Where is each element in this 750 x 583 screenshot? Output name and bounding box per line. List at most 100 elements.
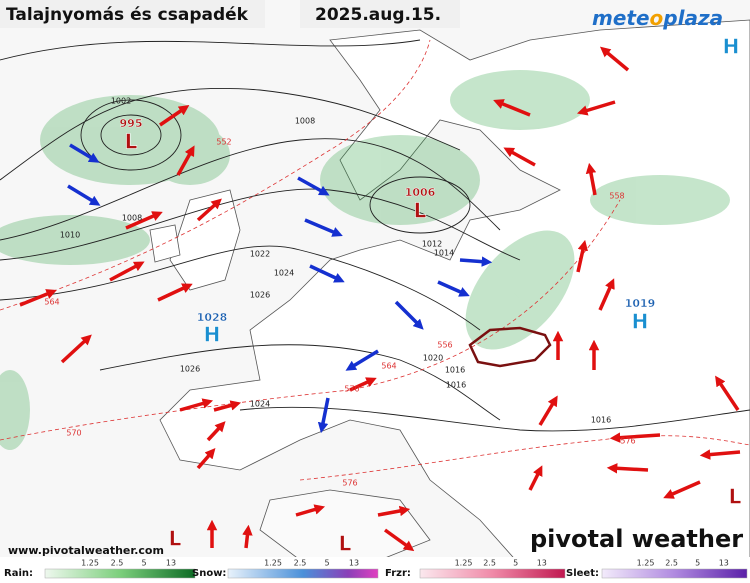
warm-arrow bbox=[349, 377, 377, 392]
legend-name: Sleet: bbox=[566, 568, 599, 579]
center-letter: H bbox=[204, 323, 221, 347]
legend-tick: 13 bbox=[349, 559, 359, 568]
isobar-label: 1008 bbox=[122, 214, 142, 223]
warm-arrow bbox=[383, 528, 415, 552]
warm-arrow bbox=[528, 465, 543, 491]
center-pressure: 1019 bbox=[625, 297, 656, 310]
isobar-label: 1012 bbox=[422, 240, 442, 249]
thickness-label: 552 bbox=[216, 138, 231, 147]
center-letter: L bbox=[125, 130, 138, 154]
warm-arrow bbox=[19, 289, 57, 307]
legend-tick: 2.5 bbox=[483, 559, 496, 568]
center-letter: L bbox=[414, 199, 427, 223]
warm-arrow bbox=[125, 211, 163, 230]
center-letter: H bbox=[632, 310, 649, 334]
warm-arrow bbox=[609, 432, 661, 443]
legend-name: Rain: bbox=[4, 568, 33, 579]
isobar-label: 1016 bbox=[445, 366, 465, 375]
legend-tick: 5 bbox=[695, 559, 700, 568]
center-letter: L bbox=[729, 485, 742, 509]
legend-name: Snow: bbox=[192, 568, 226, 579]
isobar-label: 1024 bbox=[274, 269, 294, 278]
warm-arrow bbox=[699, 449, 741, 460]
warm-arrow bbox=[206, 421, 226, 442]
isobar-label: 1022 bbox=[250, 250, 270, 259]
wind-arrows bbox=[19, 46, 741, 552]
center-letter: H bbox=[723, 35, 740, 59]
legend-tick: 13 bbox=[166, 559, 176, 568]
warm-arrow bbox=[576, 239, 588, 273]
logo: meteoplaza bbox=[592, 6, 723, 30]
warm-arrow bbox=[60, 334, 92, 364]
legend-tick: 2.5 bbox=[665, 559, 678, 568]
isobar-label: 1010 bbox=[60, 231, 80, 240]
logo-right: plaza bbox=[662, 6, 723, 30]
isobar-label: 1008 bbox=[295, 117, 315, 126]
warm-arrow bbox=[599, 46, 630, 72]
legend-tick: 1.25 bbox=[81, 559, 99, 568]
warm-arrow bbox=[109, 261, 145, 282]
center-letter: L bbox=[169, 527, 182, 551]
center-pressure: 995 bbox=[120, 117, 143, 130]
legend-tick: 1.25 bbox=[455, 559, 473, 568]
isobar-label: 1026 bbox=[250, 291, 270, 300]
warm-arrow bbox=[377, 505, 411, 517]
cold-arrow bbox=[67, 184, 101, 206]
legend: Rain: 1.25 2.5 5 13 Snow: 1.25 2.5 5 13 Frzr: 1.25 2… bbox=[4, 559, 748, 579]
legend-tick: 1.25 bbox=[264, 559, 282, 568]
cold-arrow bbox=[69, 143, 100, 163]
hungary-border bbox=[468, 326, 552, 368]
center-letter: L bbox=[339, 532, 352, 556]
thickness-label: 564 bbox=[44, 298, 59, 307]
warm-arrow bbox=[295, 504, 326, 517]
warm-arrow bbox=[176, 145, 195, 176]
date: 2025.aug.15. bbox=[315, 5, 441, 25]
legend-bar bbox=[44, 568, 196, 579]
thickness-label: 570 bbox=[66, 429, 81, 438]
isobar-label: 1026 bbox=[180, 365, 200, 374]
warm-arrow bbox=[196, 448, 216, 470]
cold-arrow bbox=[317, 397, 330, 434]
warm-arrow bbox=[213, 400, 242, 412]
logo-left: mete bbox=[592, 6, 650, 30]
center-pressure: 1028 bbox=[197, 311, 228, 324]
cold-arrow bbox=[394, 300, 424, 330]
warm-arrow bbox=[157, 283, 193, 302]
url: www.pivotalweather.com bbox=[8, 544, 164, 557]
warm-arrow bbox=[598, 278, 615, 311]
thickness-label: 576 bbox=[620, 437, 635, 446]
legend-tick: 13 bbox=[537, 559, 547, 568]
warm-arrow bbox=[159, 105, 190, 127]
warm-arrow bbox=[493, 99, 531, 117]
cold-arrow bbox=[304, 218, 343, 237]
legend-bar bbox=[227, 568, 379, 579]
thickness-label: 570 bbox=[344, 385, 359, 394]
legend-tick: 5 bbox=[141, 559, 146, 568]
legend-tick: 5 bbox=[513, 559, 518, 568]
isobar-label: 1016 bbox=[591, 416, 611, 425]
legend-tick: 13 bbox=[719, 559, 729, 568]
warm-arrow bbox=[179, 398, 214, 412]
legend-bar bbox=[419, 568, 566, 579]
legend-bar bbox=[601, 568, 748, 579]
warm-arrow bbox=[663, 480, 701, 499]
cold-arrow bbox=[459, 256, 493, 267]
thickness-label: 564 bbox=[381, 362, 396, 371]
isobar-label: 1024 bbox=[250, 400, 270, 409]
cold-arrow bbox=[297, 176, 330, 196]
legend-tick: 2.5 bbox=[294, 559, 307, 568]
thickness-label: 556 bbox=[437, 341, 452, 350]
legend-tick: 5 bbox=[324, 559, 329, 568]
legend-tick: 2.5 bbox=[111, 559, 124, 568]
cold-arrow bbox=[437, 280, 470, 297]
warm-arrow bbox=[585, 162, 597, 196]
warm-arrow bbox=[576, 100, 616, 116]
center-pressure: 1006 bbox=[405, 186, 436, 199]
warm-arrow bbox=[606, 463, 649, 474]
isobar-label: 1016 bbox=[446, 381, 466, 390]
warm-arrow bbox=[538, 395, 558, 426]
